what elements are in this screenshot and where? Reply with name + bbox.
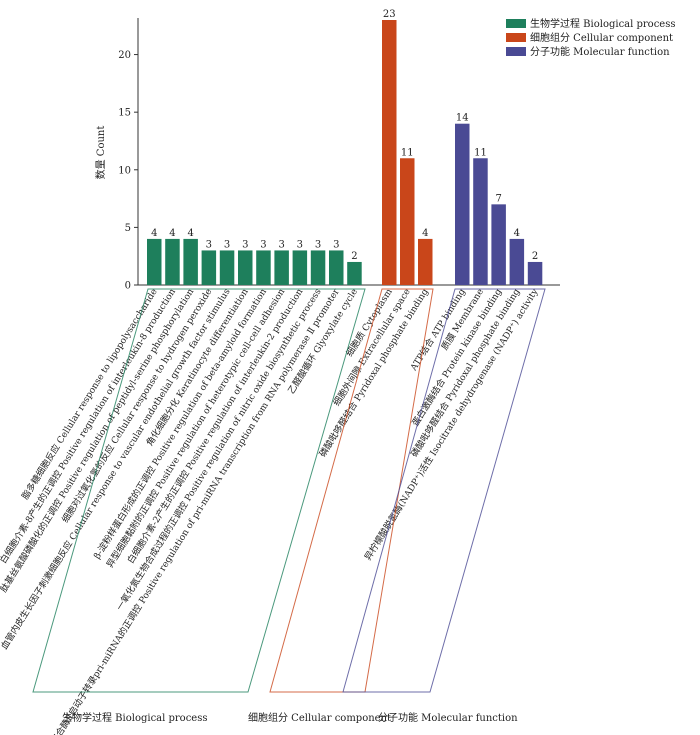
bar-value-label: 3 [333,239,339,250]
legend-label: 生物学过程 Biological process [530,17,676,30]
bar [509,238,525,285]
legend-label: 细胞组分 Cellular component [530,31,673,44]
bar [292,250,308,285]
bar-value-label: 4 [151,228,157,239]
bar-value-label: 3 [242,239,248,250]
group-brackets: 生物学过程 Biological process 细胞组分 Cellular co… [32,288,546,724]
bars: 4 4 4 3 3 3 3 3 3 3 3 2 23 11 4 14 11 7 4 2 [147,9,543,286]
legend-swatch [506,33,526,42]
legend-swatch [506,19,526,28]
bar-value-label: 7 [495,193,501,204]
y-tick-label: 15 [118,108,131,119]
bar-value-label: 3 [224,239,230,250]
bar-value-label: 4 [187,228,193,239]
group-label: 细胞组分 Cellular component [248,711,391,724]
bar-value-label: 11 [474,147,487,158]
bar [219,250,235,285]
axes: 0 5 10 15 20 数量 Count [94,18,560,292]
y-tick-label: 5 [125,223,131,234]
bar [382,20,397,285]
bar [400,158,415,285]
bar [347,261,362,285]
y-tick-label: 0 [125,281,131,292]
bar-value-label: 4 [422,228,428,239]
legend-swatch [506,47,526,56]
bar-value-label: 14 [456,113,469,124]
bar [256,250,271,285]
group-bracket [32,288,366,693]
bar [238,250,253,285]
bar [183,238,198,285]
bar [165,238,180,285]
y-tick-label: 10 [118,165,131,176]
bar [147,238,162,285]
legend-label: 分子功能 Molecular function [530,45,670,58]
bar-value-label: 23 [383,9,396,20]
bar-value-label: 3 [315,239,321,250]
bar [455,123,470,286]
group-label: 分子功能 Molecular function [378,711,518,724]
y-tick-label: 20 [118,50,131,61]
bar [310,250,326,285]
group-label: 生物学过程 Biological process [62,711,208,724]
bar [473,158,488,285]
category-labels: 脂多糖细胞反应 Cellular response to lipopolysac… [0,285,541,735]
group-bracket [342,288,546,693]
bar-value-label: 3 [297,239,303,250]
bar-value-label: 3 [206,239,212,250]
bar-value-label: 2 [532,251,538,262]
bar [418,238,433,285]
bar [527,261,543,285]
bar-value-label: 11 [401,147,414,158]
bar-value-label: 4 [514,228,520,239]
y-axis-label: 数量 Count [94,126,107,180]
bar-value-label: 2 [351,251,357,262]
bar-value-label: 3 [260,239,266,250]
bar-value-label: 4 [169,228,175,239]
bar [201,250,217,285]
bar-value-label: 3 [278,239,284,250]
bar [491,204,506,285]
category-label: 血管内皮生长因子刺激细胞反应 Cellular response to vasc… [0,286,233,652]
bar [329,250,344,285]
bar [274,250,289,285]
